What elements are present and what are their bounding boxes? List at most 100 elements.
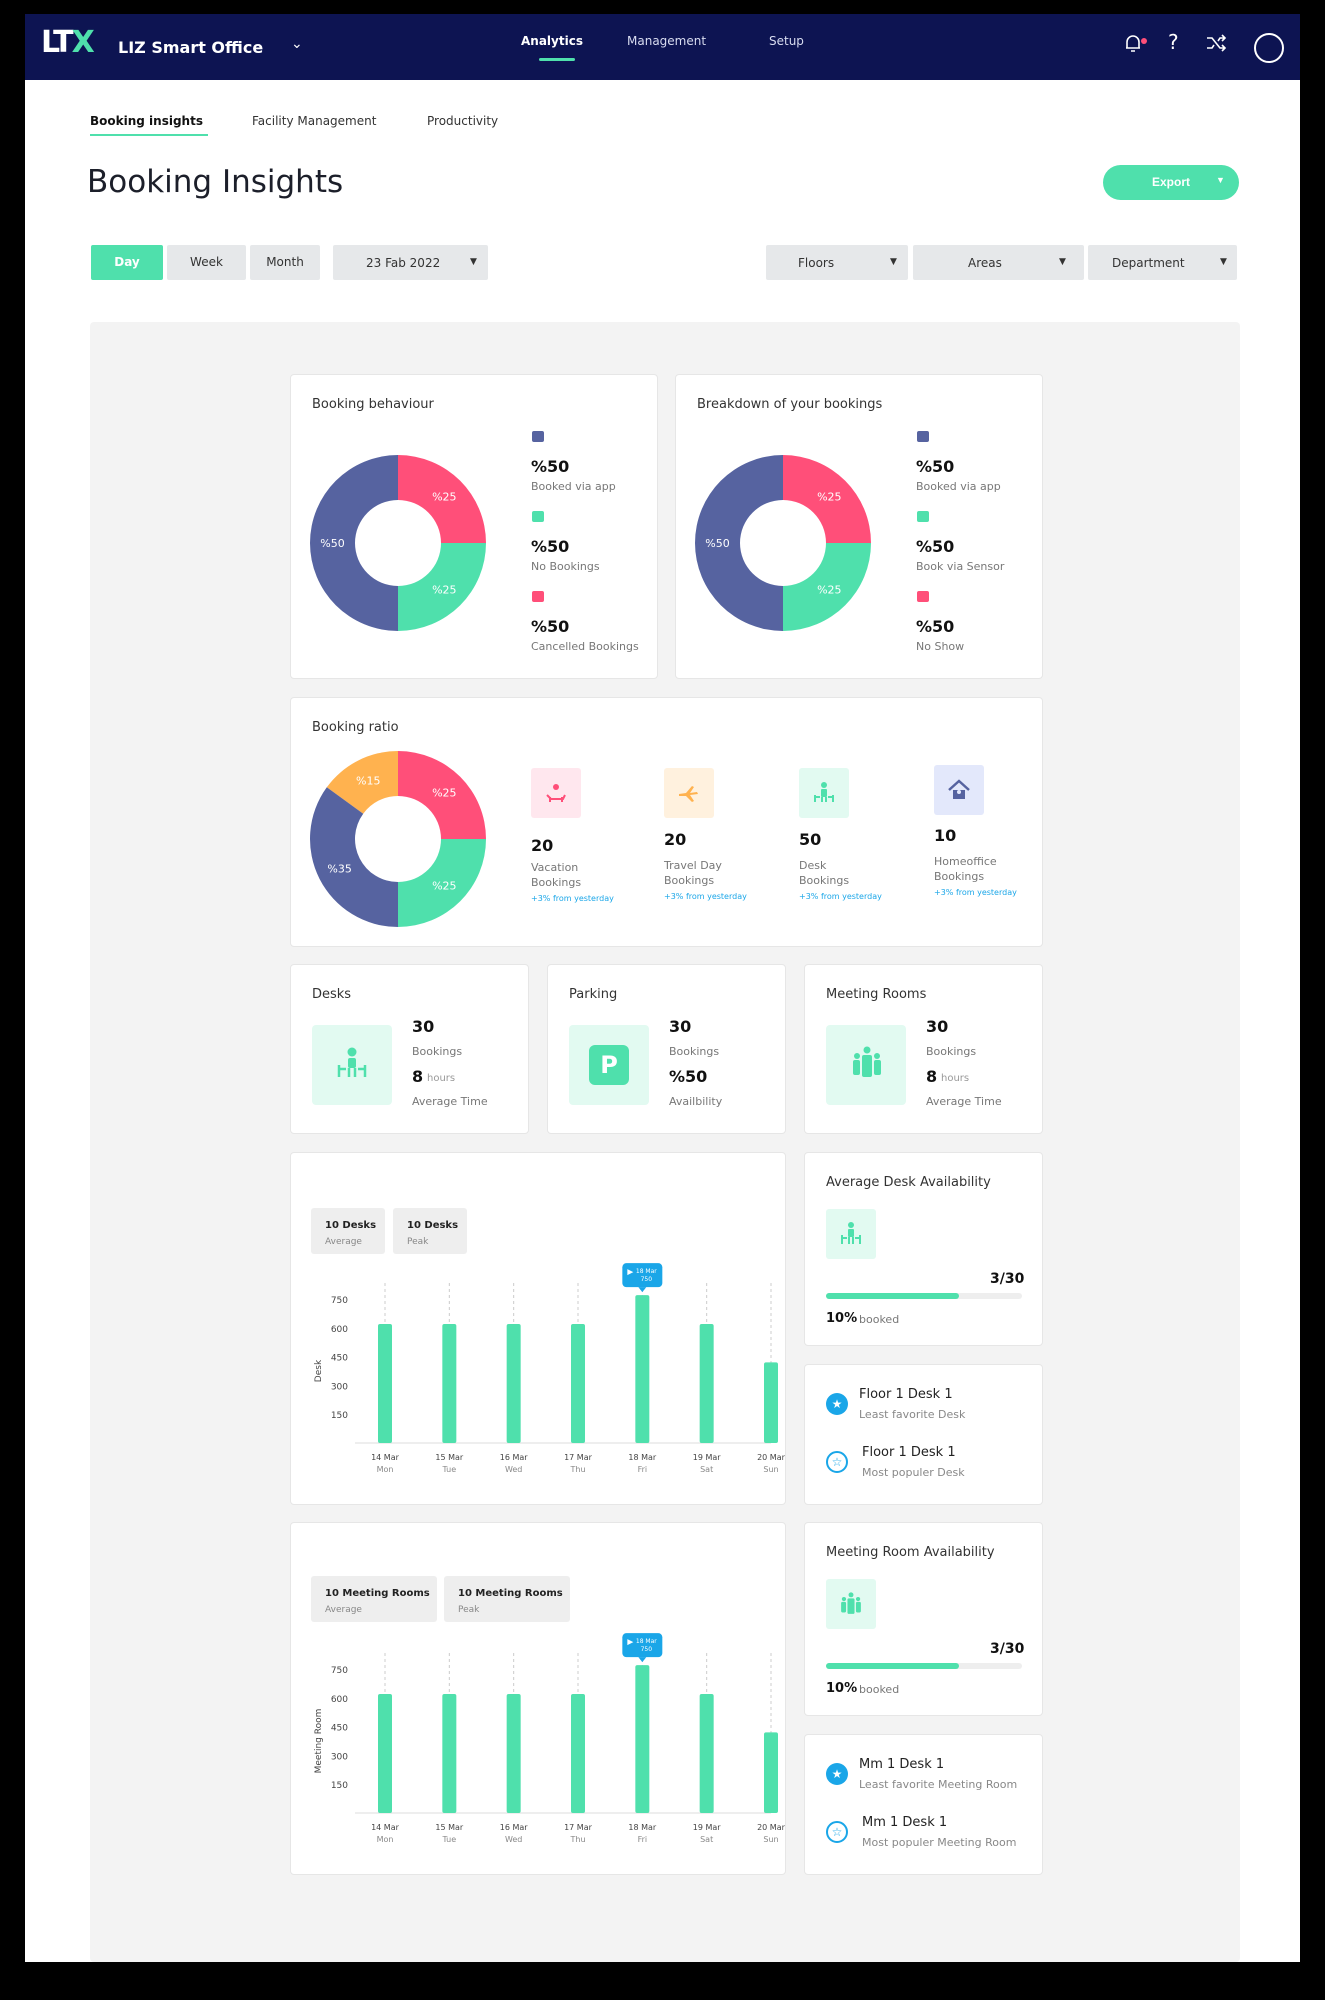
desk-availability-card: Average Desk Availability 3/30 10% booke… (804, 1152, 1043, 1346)
donut-slice[interactable] (398, 751, 486, 839)
beach-icon (531, 768, 581, 818)
bar[interactable] (506, 1323, 521, 1443)
tab-booking-insights[interactable]: Booking insights (90, 114, 203, 128)
period-day-button[interactable]: Day (91, 245, 163, 280)
bar[interactable] (571, 1323, 585, 1443)
caret-down-icon: ▼ (1059, 257, 1066, 267)
floors-dropdown[interactable]: Floors ▼ (766, 245, 908, 280)
areas-dropdown[interactable]: Areas ▼ (913, 245, 1084, 280)
ratio-number: 20 (531, 836, 554, 855)
export-button[interactable]: Export ▼ (1103, 165, 1239, 200)
meeting-rooms-stat-card: Meeting Rooms 30 Bookings 8 hours Averag… (804, 964, 1043, 1134)
bar[interactable] (378, 1323, 392, 1443)
bar[interactable] (442, 1693, 457, 1813)
nav-setup[interactable]: Setup (769, 34, 804, 48)
meeting-chart-card: 10 Meeting Rooms Average 10 Meeting Rooms… (290, 1522, 786, 1875)
avatar[interactable] (1254, 33, 1284, 63)
donut-slice[interactable] (695, 455, 783, 631)
bar[interactable] (571, 1693, 585, 1813)
card-title: Breakdown of your bookings (697, 397, 883, 412)
booking-ratio-card: Booking ratio %15 %25 %25 %35 20 Vacation Bo… (290, 697, 1043, 947)
shuffle-icon[interactable] (1205, 32, 1227, 57)
nav-management[interactable]: Management (627, 34, 707, 48)
star-outline-icon: ☆ (826, 1821, 848, 1843)
bar[interactable] (699, 1693, 714, 1813)
floors-label: Floors (798, 256, 835, 270)
bar[interactable] (378, 1693, 392, 1813)
x-tick-label: 18 Mar (628, 1823, 657, 1832)
favorite-name[interactable]: Floor 1 Desk 1 (862, 1445, 956, 1460)
donut-slice[interactable] (783, 543, 871, 631)
card-title: Parking (569, 987, 618, 1002)
favorite-name[interactable]: Mm 1 Desk 1 (862, 1815, 948, 1830)
donut-slice[interactable] (783, 455, 871, 543)
bar[interactable] (635, 1665, 650, 1813)
favorite-name[interactable]: Floor 1 Desk 1 (859, 1387, 953, 1402)
organization-name[interactable]: LIZ Smart Office (118, 38, 264, 57)
export-label: Export (1152, 175, 1191, 189)
y-tick-label: 300 (331, 1382, 348, 1392)
meeting-favorites-card: ★ Mm 1 Desk 1 Least favorite Meeting Roo… (804, 1734, 1043, 1875)
donut-slice[interactable] (310, 787, 398, 927)
meeting-time-unit: hours (941, 1073, 970, 1084)
legend-swatch (917, 591, 929, 602)
peak-pill: 10 Meeting Rooms Peak (444, 1576, 570, 1622)
donut-slice[interactable] (398, 839, 486, 927)
bar[interactable] (764, 1732, 778, 1813)
x-tick-label: 14 Mar (371, 1453, 400, 1462)
date-picker[interactable]: 23 Fab 2022 ▼ (333, 245, 488, 280)
desk-person-icon (312, 1025, 392, 1105)
donut-slice-label: %25 (432, 879, 456, 892)
donut-slice[interactable] (398, 455, 486, 543)
help-icon[interactable]: ? (1168, 30, 1179, 54)
caret-down-icon: ▼ (890, 257, 897, 267)
department-dropdown[interactable]: Department ▼ (1088, 245, 1237, 280)
chevron-down-icon[interactable]: ⌄ (291, 36, 303, 52)
bell-icon[interactable] (1122, 32, 1144, 57)
tooltip-value: 750 (641, 1646, 653, 1653)
donut-slice[interactable] (310, 455, 398, 631)
card-title: Desks (312, 987, 352, 1002)
availability-percent: 10% (826, 1681, 858, 1696)
ratio-label: Travel Day Bookings (664, 859, 722, 887)
peak-pill: 10 Desks Peak (393, 1208, 467, 1254)
star-outline-icon: ☆ (826, 1451, 848, 1473)
period-month-button[interactable]: Month (250, 245, 320, 280)
card-title: Meeting Rooms (826, 987, 927, 1002)
meeting-time-label: Average Time (926, 1095, 1002, 1108)
x-day-label: Mon (377, 1835, 394, 1844)
x-day-label: Wed (505, 1465, 522, 1474)
department-label: Department (1112, 256, 1185, 270)
legend-label: No Show (916, 640, 965, 653)
y-tick-label: 450 (331, 1724, 348, 1734)
nav-active-indicator (539, 58, 575, 61)
tab-facility-management[interactable]: Facility Management (252, 114, 377, 128)
ltx-logo[interactable]: LTX (41, 25, 95, 60)
booking-ratio-donut: %15 %25 %25 %35 (310, 751, 486, 927)
bar[interactable] (699, 1323, 714, 1443)
donut-slice[interactable] (398, 543, 486, 631)
nav-analytics[interactable]: Analytics (521, 34, 583, 48)
y-tick-label: 300 (331, 1752, 348, 1762)
x-tick-label: 17 Mar (564, 1453, 593, 1462)
donut-slice[interactable] (326, 751, 398, 814)
y-tick-label: 750 (331, 1296, 348, 1306)
bar[interactable] (764, 1362, 778, 1443)
bar[interactable] (635, 1295, 650, 1443)
bar[interactable] (442, 1323, 457, 1443)
tab-productivity[interactable]: Productivity (427, 114, 499, 128)
availability-ratio: 3/30 (990, 1271, 1025, 1287)
x-tick-label: 20 Mar (757, 1823, 786, 1832)
parking-icon: P (569, 1025, 649, 1105)
x-day-label: Tue (441, 1835, 456, 1844)
period-week-button[interactable]: Week (167, 245, 246, 280)
tooltip-pointer (638, 1657, 647, 1663)
availability-progress-fill (826, 1293, 960, 1299)
parking-stat-card: Parking P 30 Bookings %50 Availbility (547, 964, 786, 1134)
availability-percent-label: booked (859, 1683, 900, 1696)
bar[interactable] (506, 1693, 521, 1813)
star-icon: ★ (826, 1393, 848, 1415)
meeting-time-value: 8 (926, 1067, 938, 1086)
favorite-name[interactable]: Mm 1 Desk 1 (859, 1757, 945, 1772)
x-day-label: Mon (377, 1465, 394, 1474)
